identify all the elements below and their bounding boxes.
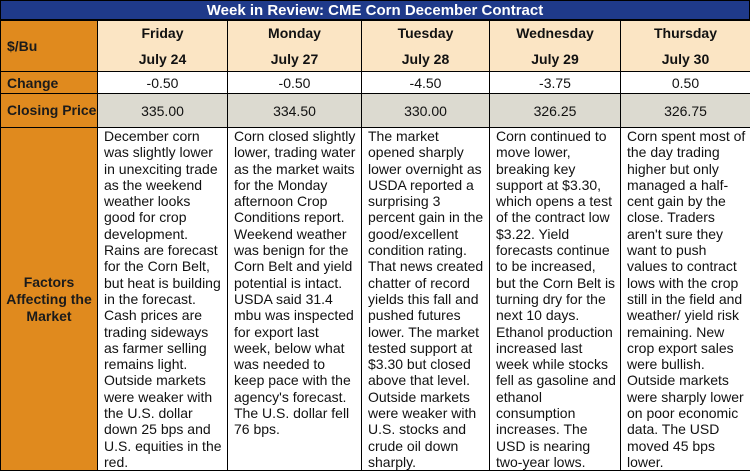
change-label: Change [1, 72, 98, 94]
closing-price-value: 330.00 [362, 94, 490, 128]
unit-label: $/Bu [1, 21, 98, 72]
day-date: July 27 [228, 48, 361, 70]
day-name: Wednesday [490, 22, 620, 44]
factors-text: Corn closed slightly lower, trading wate… [228, 128, 362, 471]
header-row: $/Bu Friday July 24 Monday July 27 Tuesd… [1, 21, 750, 72]
day-header: Thursday July 30 [621, 21, 750, 72]
factors-label: Factors Affecting the Market [1, 128, 98, 471]
change-value: -0.50 [98, 72, 228, 94]
day-header: Wednesday July 29 [490, 21, 621, 72]
day-header: Friday July 24 [98, 21, 228, 72]
closing-price-value: 326.25 [490, 94, 621, 128]
closing-price-value: 326.75 [621, 94, 750, 128]
closing-price-value: 335.00 [98, 94, 228, 128]
day-date: July 24 [98, 48, 227, 70]
factors-row: Factors Affecting the Market December co… [1, 128, 750, 471]
day-name: Friday [98, 22, 227, 44]
table-title: Week in Review: CME Corn December Contra… [0, 0, 750, 20]
review-grid: $/Bu Friday July 24 Monday July 27 Tuesd… [0, 20, 750, 471]
day-name: Monday [228, 22, 361, 44]
factors-text: Corn spent most of the day trading highe… [621, 128, 750, 471]
factors-text: Corn continued to move lower, breaking k… [490, 128, 621, 471]
day-header: Monday July 27 [228, 21, 362, 72]
factors-text: The market opened sharply lower overnigh… [362, 128, 490, 471]
factors-text: December corn was slightly lower in unex… [98, 128, 228, 471]
day-header: Tuesday July 28 [362, 21, 490, 72]
change-value: -4.50 [362, 72, 490, 94]
day-date: July 29 [490, 48, 620, 70]
change-row: Change -0.50 -0.50 -4.50 -3.75 0.50 [1, 72, 750, 94]
closing-price-label: Closing Price [1, 94, 98, 128]
change-value: -3.75 [490, 72, 621, 94]
day-date: July 30 [621, 48, 750, 70]
day-name: Tuesday [362, 22, 489, 44]
day-name: Thursday [621, 22, 750, 44]
change-value: 0.50 [621, 72, 750, 94]
closing-price-row: Closing Price 335.00 334.50 330.00 326.2… [1, 94, 750, 128]
change-value: -0.50 [228, 72, 362, 94]
day-date: July 28 [362, 48, 489, 70]
closing-price-value: 334.50 [228, 94, 362, 128]
